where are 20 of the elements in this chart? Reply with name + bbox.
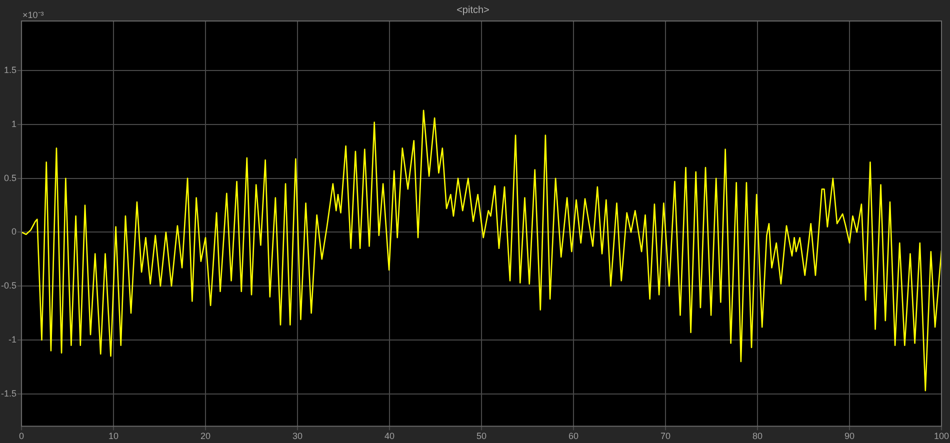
x-tick-label: 90 xyxy=(844,431,854,442)
x-tick-label: 30 xyxy=(292,431,303,442)
x-tick-label: 20 xyxy=(200,431,211,442)
x-tick-label: 100 xyxy=(934,431,950,442)
x-tick-label: 60 xyxy=(568,431,579,442)
x-tick-label: 10 xyxy=(108,431,119,442)
y-tick-label: -1.5 xyxy=(0,388,17,398)
y-tick-label: 0.5 xyxy=(4,172,17,183)
x-tick-label: 70 xyxy=(660,431,671,442)
x-tick-label: 0 xyxy=(19,431,24,442)
chart-title: <pitch> xyxy=(456,4,490,16)
text: ×10⁻³ xyxy=(22,10,44,20)
y-tick-label: -1 xyxy=(8,334,17,344)
y-tick-label: 1.5 xyxy=(4,65,17,76)
x-tick-label: 50 xyxy=(476,431,487,442)
y-tick-label: 1 xyxy=(11,118,17,129)
y-tick-label: -0.5 xyxy=(0,280,17,291)
x-tick-label: 80 xyxy=(752,431,763,442)
y-tick-label: 0 xyxy=(11,226,17,237)
x-tick-label: 40 xyxy=(384,431,395,442)
